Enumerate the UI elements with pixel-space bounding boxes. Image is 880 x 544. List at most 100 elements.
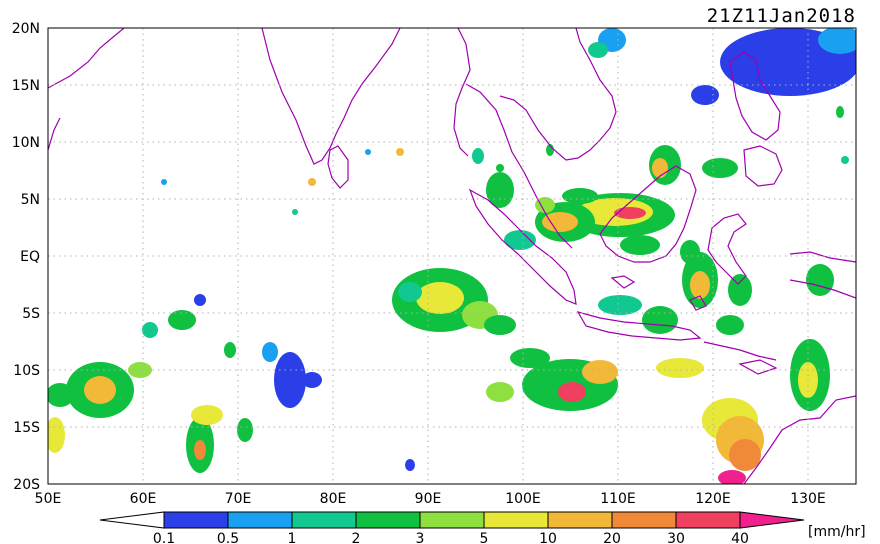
rain-cell xyxy=(128,362,152,378)
rain-cell xyxy=(262,342,278,362)
coastlines xyxy=(48,28,856,484)
colorbar-tick: 40 xyxy=(731,531,749,544)
rain-cell xyxy=(680,240,700,264)
colorbar-tick: 1 xyxy=(288,531,297,544)
precip-field xyxy=(48,28,856,484)
lon-label: 120E xyxy=(695,491,731,507)
rain-cell xyxy=(416,282,464,314)
rain-cell xyxy=(841,156,849,164)
map-title: 21Z11Jan2018 xyxy=(707,5,856,27)
rain-cell xyxy=(642,306,678,334)
rain-cell xyxy=(496,164,504,172)
rain-cell xyxy=(191,405,223,425)
lat-label: 15N xyxy=(12,78,40,94)
lon-label: 50E xyxy=(35,491,62,507)
rain-cell xyxy=(484,315,516,335)
colorbar-swatch xyxy=(419,511,485,529)
lat-label: 5S xyxy=(22,306,40,322)
rain-cell xyxy=(716,315,744,335)
rain-cell xyxy=(48,417,65,453)
rain-cell xyxy=(365,149,371,155)
rain-cell xyxy=(84,376,116,404)
lat-label: 10S xyxy=(13,363,40,379)
rain-cell xyxy=(48,383,74,407)
colorbar-swatch xyxy=(291,511,357,529)
rain-cell xyxy=(656,358,704,378)
colorbar-tick: 5 xyxy=(480,531,489,544)
lat-label: EQ xyxy=(20,249,40,265)
colorbar-swatch xyxy=(355,511,421,529)
lon-label: 70E xyxy=(225,491,252,507)
colorbar-tick: 0.5 xyxy=(217,531,239,544)
rain-cell xyxy=(398,282,422,302)
colorbar-tick: 3 xyxy=(416,531,425,544)
rain-cell xyxy=(168,310,196,330)
lon-label: 130E xyxy=(790,491,826,507)
rain-cell xyxy=(718,470,746,484)
colorbar-ticks: 0.1 0.5 1 2 3 5 10 20 30 40 xyxy=(153,531,749,544)
rain-cell xyxy=(806,264,834,296)
colorbar-swatch xyxy=(611,511,677,529)
rain-cell xyxy=(542,212,578,232)
rain-cell xyxy=(302,372,322,388)
colorbar-swatch xyxy=(483,511,549,529)
colorbar-tick: 2 xyxy=(352,531,361,544)
rain-cell xyxy=(486,382,514,402)
colorbar-tick: 30 xyxy=(667,531,685,544)
plot-frame xyxy=(47,27,857,485)
rain-cell xyxy=(194,294,206,306)
lon-label: 80E xyxy=(320,491,347,507)
rain-cell xyxy=(691,85,719,105)
rain-cell xyxy=(818,28,856,54)
lat-axis: 20N 15N 10N 5N EQ 5S 10S 15S 20S xyxy=(12,21,40,493)
colorbar-swatch xyxy=(163,511,229,529)
rain-cell xyxy=(558,382,586,402)
lon-label: 60E xyxy=(130,491,157,507)
rain-cell xyxy=(582,360,618,384)
rain-cell xyxy=(535,197,555,213)
colorbar-tick: 0.1 xyxy=(153,531,175,544)
rain-cell xyxy=(308,178,316,186)
rain-cell xyxy=(652,158,668,178)
rain-cell xyxy=(546,144,554,156)
colorbar-tick: 20 xyxy=(603,531,621,544)
colorbar-over-triangle xyxy=(739,511,805,529)
lat-label: 20S xyxy=(13,477,40,493)
colorbar: 0.1 0.5 1 2 3 5 10 20 30 40 [mm/hr] xyxy=(99,511,866,544)
rain-cell xyxy=(194,440,206,460)
colorbar-swatch xyxy=(227,511,293,529)
rain-cell xyxy=(161,179,167,185)
rain-cell xyxy=(614,207,646,219)
lon-axis: 50E 60E 70E 80E 90E 100E 110E 120E 130E xyxy=(35,491,826,507)
rain-cell xyxy=(237,418,253,442)
rain-cell xyxy=(702,158,738,178)
colorbar-under-triangle xyxy=(99,511,165,529)
rain-cell xyxy=(510,348,550,368)
rain-cell xyxy=(836,106,844,118)
rain-cell xyxy=(598,295,642,315)
rain-cell xyxy=(405,459,415,471)
rain-cell xyxy=(690,271,710,299)
rain-cell xyxy=(729,439,761,471)
rain-cell xyxy=(224,342,236,358)
rain-cell xyxy=(562,188,598,204)
colorbar-swatch xyxy=(675,511,741,529)
rain-cell xyxy=(504,230,536,250)
rain-cell xyxy=(728,274,752,306)
rain-cell xyxy=(274,352,306,408)
rain-cell xyxy=(486,172,514,208)
rain-cell xyxy=(396,148,404,156)
lat-label: 5N xyxy=(21,192,40,208)
lon-label: 90E xyxy=(415,491,442,507)
colorbar-swatch xyxy=(547,511,613,529)
lon-label: 100E xyxy=(505,491,541,507)
lat-label: 10N xyxy=(12,135,40,151)
colorbar-tick: 10 xyxy=(539,531,557,544)
lat-label: 20N xyxy=(12,21,40,37)
lat-label: 15S xyxy=(13,420,40,436)
plot-area xyxy=(47,27,857,485)
rain-cell xyxy=(588,42,608,58)
lon-label: 110E xyxy=(600,491,636,507)
graticule xyxy=(48,28,856,484)
